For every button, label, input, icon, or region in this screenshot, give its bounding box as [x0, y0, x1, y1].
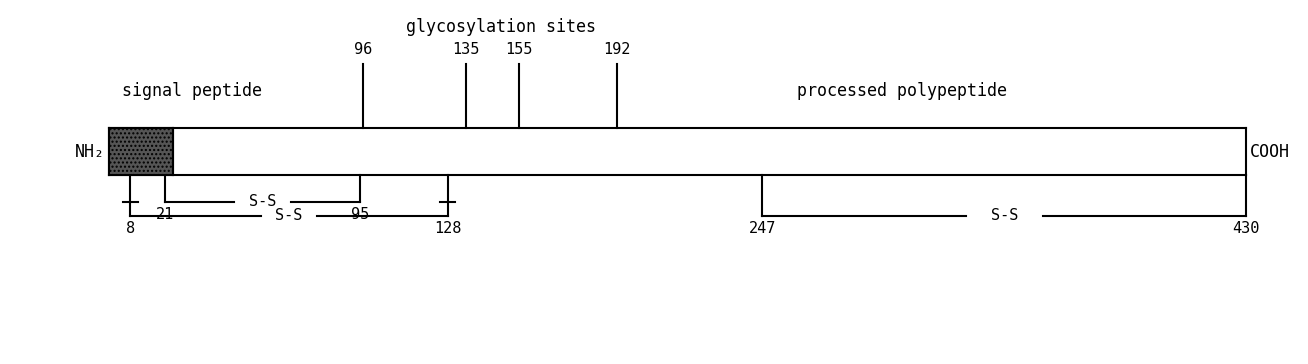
Text: 192: 192 [603, 42, 630, 57]
Text: 96: 96 [354, 42, 373, 57]
Text: 128: 128 [434, 221, 462, 236]
Bar [110, 128, 173, 175]
Text: 135: 135 [453, 42, 480, 57]
Text: signal peptide: signal peptide [123, 82, 263, 100]
Text: NH₂: NH₂ [76, 143, 106, 161]
Text: COOH: COOH [1250, 143, 1290, 161]
Text: 247: 247 [748, 221, 776, 236]
Text: 95: 95 [352, 207, 370, 222]
Text: 430: 430 [1232, 221, 1260, 236]
Text: glycosylation sites: glycosylation sites [405, 18, 595, 36]
Text: S-S: S-S [249, 194, 276, 209]
Text: 155: 155 [505, 42, 532, 57]
Text: S-S: S-S [990, 208, 1018, 223]
Text: S-S: S-S [275, 208, 302, 223]
Text: processed polypeptide: processed polypeptide [798, 82, 1007, 100]
Text: 21: 21 [156, 207, 174, 222]
Text: 8: 8 [126, 221, 135, 236]
